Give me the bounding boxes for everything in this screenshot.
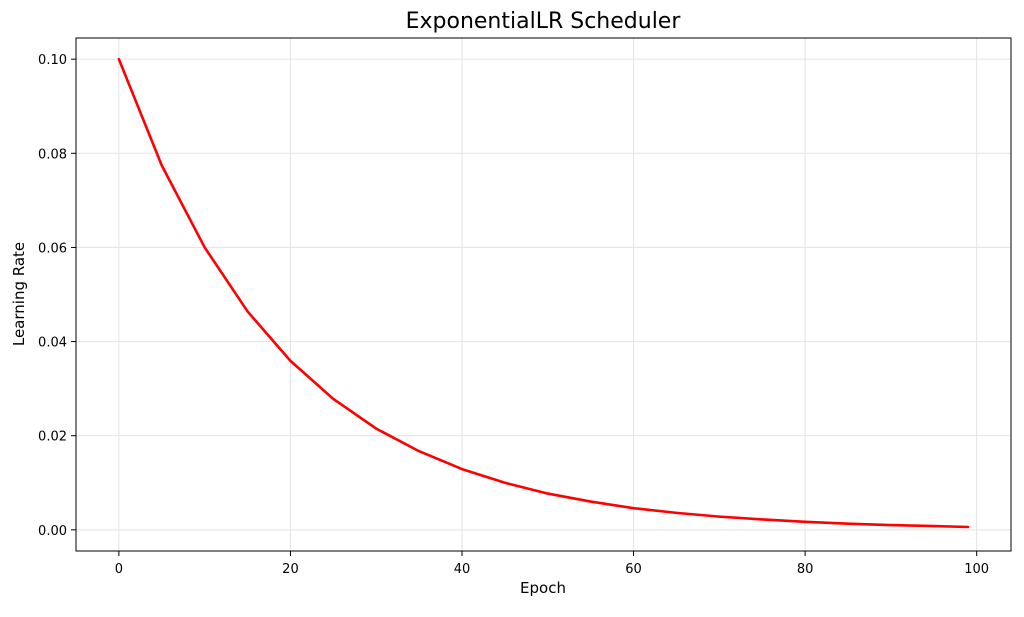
x-axis-label: Epoch xyxy=(520,579,566,597)
y-tick-label: 0.08 xyxy=(38,147,67,162)
y-tick-label: 0.10 xyxy=(38,53,67,68)
learning-rate-line xyxy=(117,57,970,529)
y-tick-label: 0.02 xyxy=(38,430,67,445)
plot-area-frame xyxy=(75,37,1012,552)
x-tick-label: 0 xyxy=(115,562,123,577)
x-tick-label: 40 xyxy=(454,562,471,577)
y-tick-label: 0.00 xyxy=(38,524,67,539)
y-tick-label: 0.06 xyxy=(38,241,67,256)
y-tick-label: 0.04 xyxy=(38,336,67,351)
chart-title: ExponentialLR Scheduler xyxy=(406,9,682,34)
y-axis-ticks: 0.00 0.02 0.04 0.06 0.08 0.10 xyxy=(38,53,76,539)
x-tick-label: 100 xyxy=(964,562,989,577)
y-axis-label: Learning Rate xyxy=(10,242,28,346)
x-tick-label: 80 xyxy=(797,562,814,577)
x-tick-label: 60 xyxy=(625,562,642,577)
series-layer xyxy=(117,57,970,529)
x-tick-label: 20 xyxy=(282,562,299,577)
x-axis-ticks: 0 20 40 60 80 100 xyxy=(115,551,989,577)
grid xyxy=(76,38,1011,551)
